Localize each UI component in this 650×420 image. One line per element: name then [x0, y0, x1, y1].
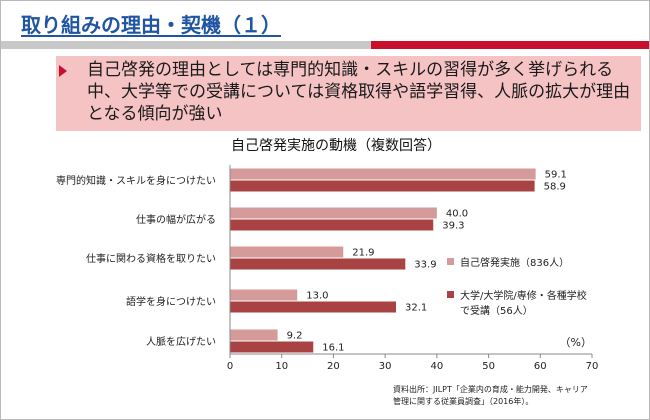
legend-label: で受講（56人） [460, 304, 533, 317]
category-label: 語学を身につけたい [126, 295, 216, 308]
bar [230, 219, 434, 231]
value-label: 21.9 [352, 248, 374, 259]
bar [230, 207, 437, 219]
title-rule-accent [371, 41, 649, 49]
legend-swatch [447, 291, 454, 298]
value-label: 9.2 [287, 331, 303, 342]
category-label: 専門的知識・スキルを身につけたい [56, 174, 216, 187]
value-label: 16.1 [322, 343, 344, 354]
callout-box [56, 56, 641, 131]
category-label: 仕事の幅が広がる [136, 213, 216, 226]
bar [230, 258, 406, 270]
bar [230, 289, 298, 301]
value-label: 40.0 [446, 209, 468, 220]
x-tick-label: 60 [534, 361, 547, 372]
value-label: 32.1 [405, 303, 427, 314]
x-tick-label: 40 [430, 361, 443, 372]
value-label: 33.9 [414, 260, 436, 271]
value-label: 58.9 [544, 182, 566, 193]
legend-label: 自己啓発実施（836人） [460, 256, 569, 269]
x-tick-label: 10 [275, 361, 288, 372]
callout-text: 自己啓発の理由としては専門的知識・スキルの習得が多く挙げられる中、大学等での受講… [87, 60, 631, 124]
x-tick-label: 0 [227, 361, 233, 372]
title-rule [1, 41, 649, 49]
category-label: 人脈を広げたい [146, 335, 216, 348]
bar [230, 180, 535, 192]
bar [230, 341, 314, 353]
x-tick-label: 70 [586, 361, 599, 372]
bar [230, 301, 397, 313]
bar [230, 329, 278, 341]
bar [230, 246, 344, 258]
bullet-triangle-icon [59, 65, 67, 77]
source-note: 管理に関する従業員調査」（2016年）。 [393, 396, 533, 406]
source-note: 資料出所：JILPT「企業内の育成・能力開発、キャリア [393, 384, 588, 394]
legend-label: 大学/大学院/専修・各種学校 [460, 289, 587, 302]
value-label: 39.3 [442, 221, 464, 232]
legend-swatch [447, 258, 454, 265]
x-tick-label: 50 [482, 361, 495, 372]
category-label: 仕事に関わる資格を取りたい [86, 252, 216, 265]
bar [230, 168, 536, 180]
chart-title: 自己啓発実施の動機（複数回答） [231, 137, 441, 154]
slide-title: 取り組みの理由・契機（１） [21, 13, 281, 37]
unit-label: （%） [560, 336, 592, 349]
value-label: 59.1 [545, 170, 567, 181]
x-tick-label: 20 [327, 361, 340, 372]
value-label: 13.0 [306, 291, 328, 302]
x-tick-label: 30 [379, 361, 392, 372]
